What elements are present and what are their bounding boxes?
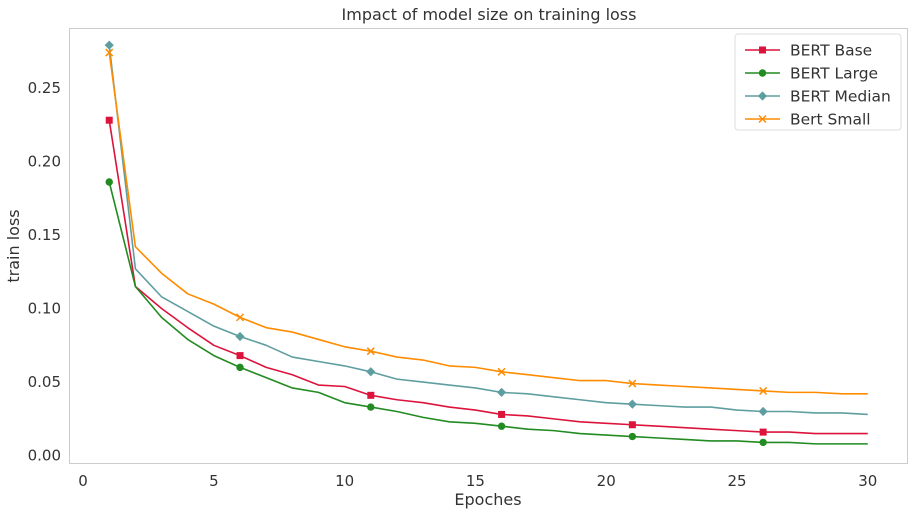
bert-median-point [366, 367, 376, 377]
y-axis-ticks: 0.00 0.05 0.10 0.15 0.20 0.25 [28, 79, 61, 465]
bert-median-line [108, 45, 868, 416]
legend-label: BERT Base [790, 42, 872, 60]
legend-label: BERT Median [790, 88, 891, 106]
legend-label: Bert Small [790, 111, 871, 129]
bert-large-point [628, 432, 637, 441]
legend-marker [758, 114, 767, 124]
legend-label: BERT Large [790, 65, 878, 83]
legend-item-bert-small: Bert Small [745, 111, 871, 129]
bert-base-point [759, 428, 767, 436]
chart-title: Impact of model size on training loss [342, 5, 637, 24]
bert-median-point [235, 331, 245, 342]
legend-item-bert-base: BERT Base [745, 42, 872, 60]
legend-marker [758, 69, 767, 77]
legend-marker [759, 46, 766, 54]
y-tick-label: 0.20 [28, 152, 61, 170]
bert-small-point [628, 379, 637, 388]
series-layer [104, 40, 868, 447]
bert-small-point [235, 313, 245, 322]
y-axis-label: train loss [4, 209, 23, 282]
bert-median-point [758, 406, 768, 417]
x-tick-label: 0 [78, 472, 88, 490]
bert-large-line [108, 181, 868, 445]
x-tick-label: 5 [209, 472, 219, 490]
bert-base-point [498, 410, 506, 418]
bert-base-point [628, 421, 636, 429]
bert-median-point [104, 40, 114, 50]
x-axis-label: Epoches [454, 490, 521, 509]
y-tick-label: 0.10 [28, 300, 61, 318]
bert-base-point [367, 391, 375, 399]
bert-small-point [105, 48, 114, 57]
x-tick-label: 15 [466, 472, 485, 490]
bert-large-point [236, 363, 244, 372]
bert-small-point [759, 386, 768, 395]
bert-small-point [497, 367, 506, 376]
x-tick-label: 30 [858, 472, 877, 490]
bert-large-point [367, 403, 375, 411]
y-tick-label: 0.15 [28, 226, 61, 244]
series-bert-large [105, 178, 868, 447]
series-bert-small [105, 48, 868, 395]
bert-median-point [627, 399, 637, 409]
legend-marker [757, 91, 768, 101]
bert-base-point [236, 352, 244, 360]
y-tick-label: 0.05 [28, 373, 61, 391]
legend-box [734, 33, 902, 131]
bert-median-point [496, 387, 507, 397]
legend-item-bert-large: BERT Large [745, 65, 878, 83]
legend: BERT Base BERT Large BERT Median Bert Small [734, 33, 902, 131]
bert-base-line [108, 120, 868, 435]
bert-large-point [759, 438, 767, 447]
x-axis-ticks: 0 5 10 15 20 25 30 [78, 472, 877, 490]
bert-small-point [366, 347, 375, 356]
x-tick-label: 10 [335, 472, 354, 490]
y-tick-label: 0.25 [28, 79, 61, 97]
bert-small-line [108, 52, 868, 395]
series-bert-median [104, 40, 868, 417]
y-tick-label: 0.00 [28, 447, 61, 465]
series-bert-base [105, 116, 868, 436]
bert-large-point [105, 178, 113, 186]
bert-base-point [105, 116, 113, 124]
x-tick-label: 25 [727, 472, 746, 490]
legend-item-bert-median: BERT Median [745, 88, 891, 106]
x-tick-label: 20 [597, 472, 616, 490]
bert-large-point [497, 422, 506, 430]
